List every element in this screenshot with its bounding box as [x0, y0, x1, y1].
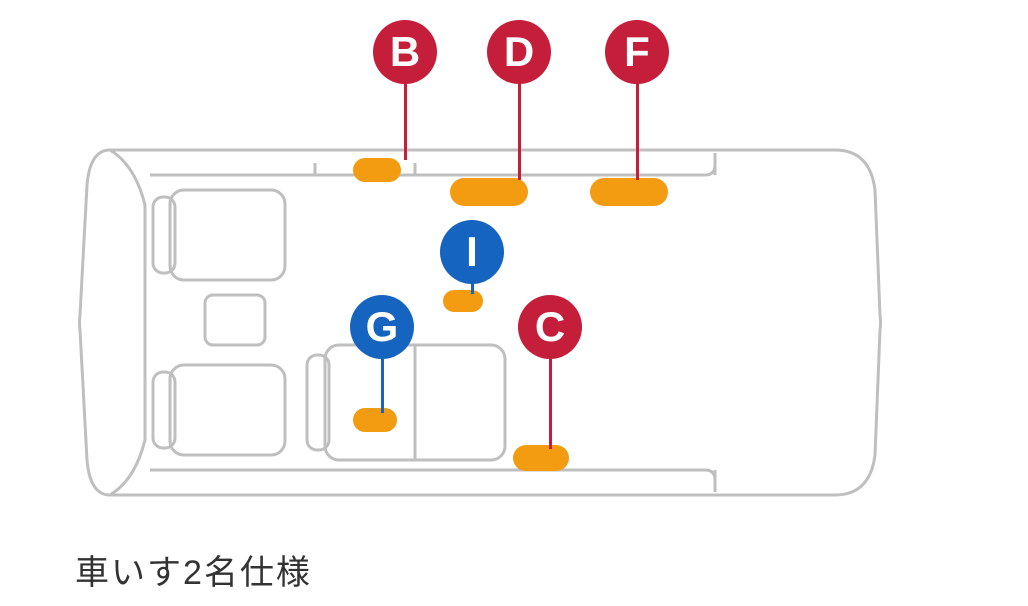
marker-label: F [624, 28, 650, 76]
marker-label: C [535, 303, 565, 351]
marker-label: B [390, 28, 420, 76]
handle-C [513, 445, 569, 471]
line-F [636, 80, 639, 180]
marker-label: D [504, 28, 534, 76]
line-B [404, 80, 407, 160]
marker-G: G [350, 295, 414, 359]
marker-D: D [487, 20, 551, 84]
marker-C: C [518, 295, 582, 359]
line-D [518, 80, 521, 180]
vehicle-diagram: B D F I G C [75, 20, 955, 530]
line-G [381, 355, 384, 413]
handle-G [353, 408, 397, 432]
marker-label: I [466, 228, 478, 276]
handle-F [590, 178, 668, 206]
line-C [549, 355, 552, 449]
marker-label: G [366, 303, 399, 351]
diagram-caption: 車いす2名仕様 [75, 545, 312, 594]
handle-B [353, 158, 401, 182]
marker-F: F [605, 20, 669, 84]
handle-I [443, 290, 483, 312]
marker-B: B [373, 20, 437, 84]
marker-I: I [440, 220, 504, 284]
handle-D [450, 178, 528, 206]
